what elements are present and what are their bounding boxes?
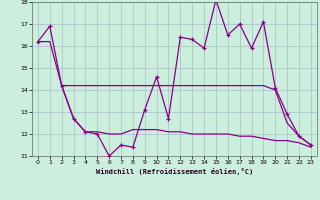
X-axis label: Windchill (Refroidissement éolien,°C): Windchill (Refroidissement éolien,°C)	[96, 168, 253, 175]
